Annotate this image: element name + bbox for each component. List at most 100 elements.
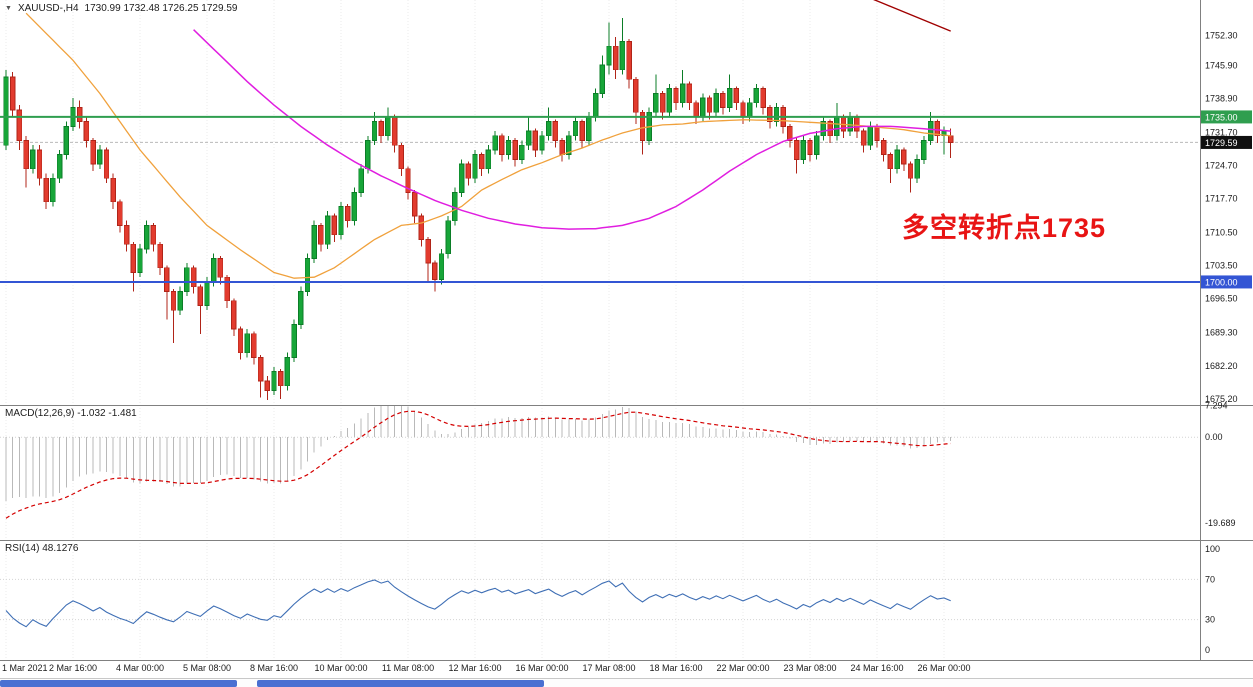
rsi-axis-label: 0: [1205, 645, 1210, 655]
price-badge: [1201, 275, 1252, 289]
ohlc-values: 1730.99 1732.48 1726.25 1729.59: [84, 3, 238, 14]
taskbar-window-button-2[interactable]: [257, 680, 544, 687]
grid-layer: [5, 0, 945, 405]
candle-up: [97, 149, 103, 165]
candle-up: [50, 177, 56, 203]
candle-down: [398, 144, 404, 170]
candle-down: [83, 121, 90, 141]
candle-up: [572, 121, 579, 137]
candle-up: [539, 135, 545, 151]
candle-up: [753, 88, 760, 104]
candle-down: [740, 102, 746, 118]
rsi-indicator-label: RSI(14) 48.1276: [5, 543, 79, 554]
time-axis-label: 4 Mar 00:00: [115, 663, 165, 673]
candle-down: [378, 121, 384, 137]
candle-down: [613, 45, 619, 71]
time-axis[interactable]: 1 Mar 2021 2 Mar 16:00 4 Mar 00:00 5 Mar 08…: [0, 661, 1253, 677]
candles-layer: [3, 17, 954, 400]
price-axis-label: 1689.30: [1205, 327, 1238, 337]
candle-down: [881, 140, 887, 156]
candle-down: [720, 92, 726, 108]
candle-down: [425, 239, 431, 264]
price-axis-label: 1717.70: [1205, 193, 1238, 203]
candle-down: [43, 177, 49, 203]
candle-up: [3, 76, 9, 146]
candle-down: [626, 41, 632, 80]
candle-down: [432, 262, 438, 280]
candle-down: [887, 154, 894, 170]
candle-up: [298, 290, 304, 325]
candle-down: [257, 356, 264, 382]
candle-down: [224, 276, 230, 302]
candle-down: [190, 267, 197, 288]
time-axis-label: 24 Mar 16:00: [850, 663, 904, 673]
price-axis[interactable]: 1752.30 1745.90 1738.90 1731.70 1724.70 1717.…: [1201, 30, 1252, 655]
price-axis-label: 1710.50: [1205, 227, 1238, 237]
candle-up: [311, 224, 317, 259]
time-axis-label: 17 Mar 08:00: [582, 663, 636, 673]
candle-down: [948, 135, 954, 143]
annotation-text[interactable]: 多空转折点1735: [902, 213, 1107, 243]
candle-down: [874, 125, 880, 141]
candle-up: [747, 102, 753, 118]
candle-down: [231, 300, 237, 330]
candle-up: [137, 248, 143, 273]
candle-down: [499, 135, 505, 156]
price-axis-label: 1675.20: [1205, 394, 1238, 404]
candle-down: [934, 121, 940, 137]
price-axis-label: 1745.90: [1205, 61, 1238, 71]
candle-up: [177, 290, 183, 311]
candle-up: [586, 116, 592, 141]
candle-down: [391, 116, 398, 146]
candle-up: [458, 163, 465, 193]
candle-up: [592, 92, 599, 118]
candle-down: [411, 191, 418, 217]
rsi-line: [5, 579, 951, 628]
macd-axis-label: -19.689: [1205, 518, 1236, 528]
price-axis-label: 1724.70: [1205, 160, 1238, 170]
candle-down: [217, 257, 224, 278]
candle-up: [351, 191, 358, 222]
candle-up: [546, 121, 552, 137]
candle-up: [204, 281, 210, 306]
time-axis-label: 18 Mar 16:00: [649, 663, 703, 673]
ma-slow-darkred: [873, 0, 951, 32]
time-axis-label: 5 Mar 08:00: [182, 663, 232, 673]
candle-down: [686, 83, 693, 104]
candle-up: [680, 83, 686, 104]
price-badge-value: 1729.59: [1205, 138, 1238, 148]
collapse-triangle-icon[interactable]: ▼: [5, 4, 12, 12]
macd-signal-line: [5, 410, 951, 519]
candle-up: [666, 88, 672, 113]
candle-up: [713, 92, 719, 113]
main-chart-panel[interactable]: [0, 0, 1200, 405]
grid-layer: [5, 540, 945, 660]
candle-down: [465, 163, 471, 179]
candle-down: [130, 243, 136, 273]
candle-up: [63, 125, 69, 156]
candle-down: [77, 107, 83, 123]
candle-down: [512, 140, 518, 160]
candle-down: [579, 121, 585, 141]
macd-panel[interactable]: [0, 405, 1200, 540]
candle-up: [894, 149, 900, 170]
candle-up: [814, 135, 820, 156]
candle-up: [371, 121, 378, 141]
candle-up: [438, 253, 445, 280]
candle-down: [532, 130, 538, 151]
candle-up: [800, 140, 806, 160]
ma-mid-magenta: [193, 29, 951, 230]
candle-down: [767, 107, 773, 123]
panel-separators: [0, 0, 1253, 661]
macd-indicator-label: MACD(12,26,9) -1.032 -1.481: [5, 408, 137, 419]
candle-up: [56, 154, 63, 179]
candle-down: [478, 154, 485, 170]
candle-down: [552, 121, 559, 141]
price-badge: [1201, 135, 1252, 149]
rsi-panel[interactable]: [0, 540, 1200, 660]
candle-down: [9, 76, 16, 111]
candle-down: [103, 149, 110, 179]
taskbar-window-button-1[interactable]: [0, 680, 237, 687]
macd-histogram: [5, 405, 952, 501]
